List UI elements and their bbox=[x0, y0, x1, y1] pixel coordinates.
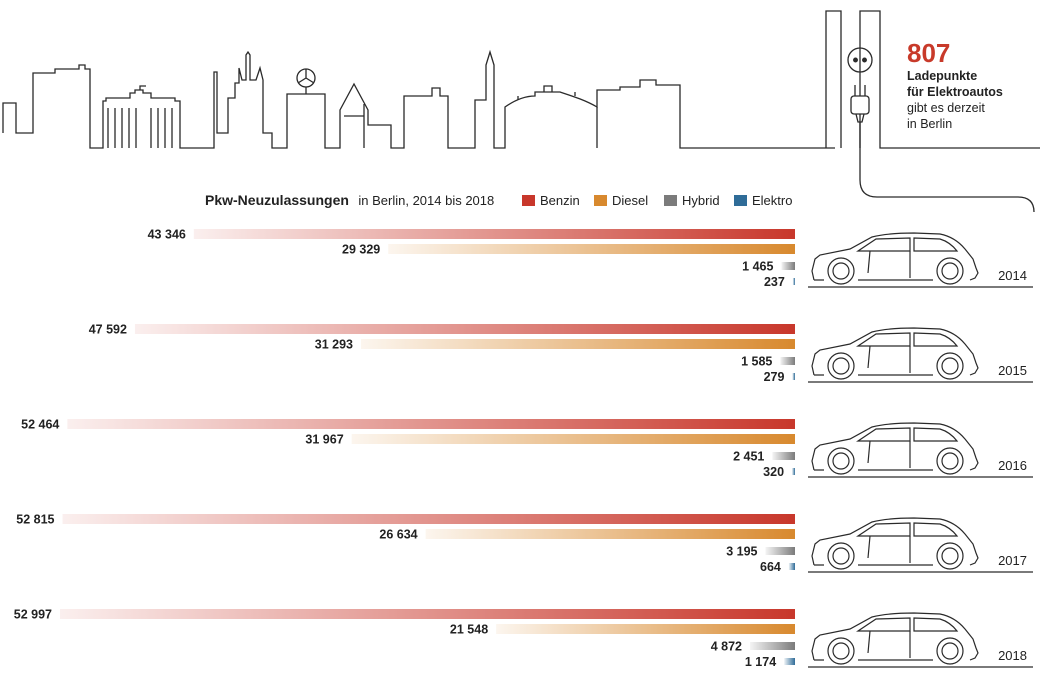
bar-benzin-2016 bbox=[67, 419, 795, 429]
label-elektro-2018: 1 174 bbox=[745, 655, 776, 669]
bar-elektro-2017 bbox=[788, 563, 795, 570]
label-diesel-2017: 26 634 bbox=[379, 528, 417, 542]
info-line-3: gibt es derzeit bbox=[907, 101, 985, 115]
legend-swatch-benzin bbox=[522, 195, 535, 206]
year-label-2015: 2015 bbox=[998, 363, 1027, 378]
bar-diesel-2018 bbox=[496, 624, 795, 634]
label-benzin-2014: 43 346 bbox=[148, 228, 186, 242]
bar-diesel-2017 bbox=[425, 529, 795, 539]
power-socket-icon bbox=[847, 47, 873, 73]
bar-hybrid-2017 bbox=[765, 547, 795, 555]
label-hybrid-2016: 2 451 bbox=[733, 450, 764, 464]
info-line-2: für Elektroautos bbox=[907, 85, 1003, 99]
label-elektro-2017: 664 bbox=[760, 560, 781, 574]
bar-elektro-2015 bbox=[792, 373, 795, 380]
berlin-skyline-icon bbox=[2, 10, 1040, 149]
label-benzin-2015: 47 592 bbox=[89, 323, 127, 337]
label-hybrid-2018: 4 872 bbox=[711, 640, 742, 654]
year-label-2014: 2014 bbox=[998, 268, 1027, 283]
bar-diesel-2015 bbox=[361, 339, 795, 349]
info-line-1: Ladepunkte bbox=[907, 69, 977, 83]
year-label-2017: 2017 bbox=[998, 553, 1027, 568]
label-elektro-2015: 279 bbox=[764, 370, 785, 384]
bar-benzin-2014 bbox=[193, 229, 795, 239]
bar-elektro-2014 bbox=[792, 278, 795, 285]
car-icon bbox=[811, 517, 979, 570]
bar-hybrid-2018 bbox=[750, 642, 795, 650]
year-label-2016: 2016 bbox=[998, 458, 1027, 473]
charging-points-count: 807 bbox=[907, 38, 950, 68]
legend-swatch-hybrid bbox=[664, 195, 677, 206]
year-label-2018: 2018 bbox=[998, 648, 1027, 663]
label-diesel-2016: 31 967 bbox=[305, 433, 343, 447]
label-diesel-2014: 29 329 bbox=[342, 243, 380, 257]
label-benzin-2018: 52 997 bbox=[14, 608, 52, 622]
legend-label-elektro: Elektro bbox=[752, 193, 792, 208]
chart-legend: Benzin Diesel Hybrid Elektro bbox=[522, 193, 792, 208]
car-icon bbox=[811, 232, 979, 285]
bar-elektro-2016 bbox=[792, 468, 795, 475]
label-hybrid-2014: 1 465 bbox=[742, 260, 773, 274]
label-hybrid-2015: 1 585 bbox=[741, 355, 772, 369]
bar-benzin-2015 bbox=[134, 324, 795, 334]
bar-diesel-2014 bbox=[388, 244, 795, 254]
legend-label-diesel: Diesel bbox=[612, 193, 648, 208]
power-plug-icon bbox=[850, 85, 1035, 213]
chart-subtitle: in Berlin, 2014 bis 2018 bbox=[358, 193, 494, 208]
label-elektro-2014: 237 bbox=[764, 275, 785, 289]
bar-benzin-2017 bbox=[62, 514, 795, 524]
label-benzin-2017: 52 815 bbox=[16, 513, 54, 527]
info-line-4: in Berlin bbox=[907, 117, 952, 131]
charging-points-info: 807 Ladepunkte für Elektroautos gibt es … bbox=[907, 38, 1003, 131]
bar-hybrid-2015 bbox=[780, 357, 795, 365]
chart-title-line: Pkw-Neuzulassungen in Berlin, 2014 bis 2… bbox=[205, 192, 494, 209]
legend-swatch-elektro bbox=[734, 195, 747, 206]
car-icon bbox=[811, 612, 979, 665]
label-diesel-2018: 21 548 bbox=[450, 623, 488, 637]
chart-header: Pkw-Neuzulassungen in Berlin, 2014 bis 2… bbox=[205, 192, 792, 209]
legend-swatch-diesel bbox=[594, 195, 607, 206]
bar-benzin-2018 bbox=[60, 609, 795, 619]
legend-label-benzin: Benzin bbox=[540, 193, 580, 208]
car-icon bbox=[811, 422, 979, 475]
car-icon bbox=[811, 327, 979, 380]
bar-elektro-2018 bbox=[784, 658, 795, 665]
label-benzin-2016: 52 464 bbox=[21, 418, 59, 432]
bar-diesel-2016 bbox=[351, 434, 795, 444]
label-hybrid-2017: 3 195 bbox=[726, 545, 757, 559]
bar-hybrid-2014 bbox=[781, 262, 795, 270]
chart-title: Pkw-Neuzulassungen bbox=[205, 192, 349, 208]
legend-label-hybrid: Hybrid bbox=[682, 193, 720, 208]
bar-hybrid-2016 bbox=[772, 452, 795, 460]
label-elektro-2016: 320 bbox=[763, 465, 784, 479]
label-diesel-2015: 31 293 bbox=[315, 338, 353, 352]
